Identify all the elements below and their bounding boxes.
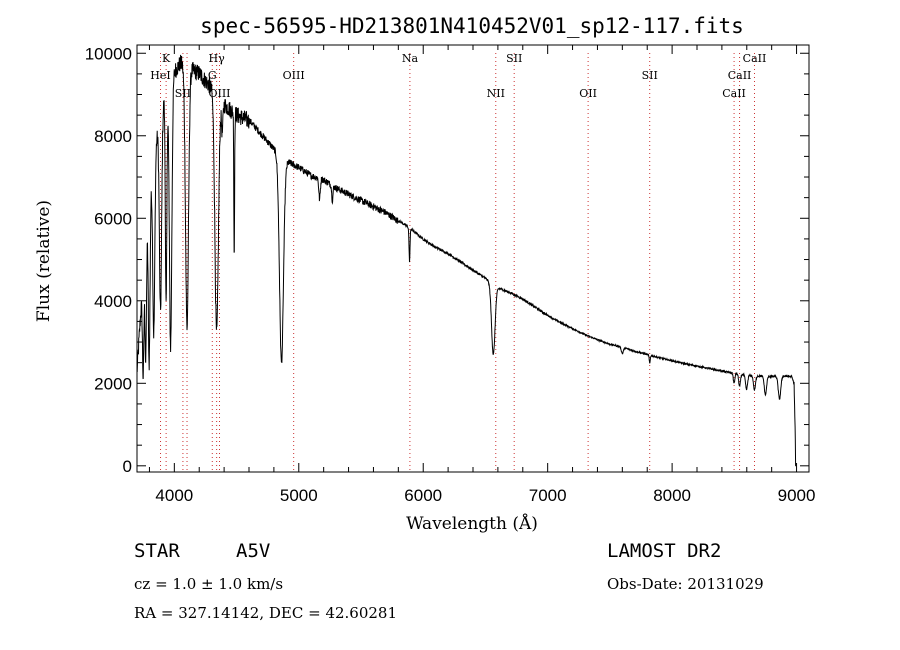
line-marker-label: Na (402, 52, 419, 65)
chart-title: spec-56595-HD213801N410452V01_sp12-117.f… (200, 14, 744, 38)
x-tick-label: 5000 (280, 486, 318, 505)
y-tick-label: 10000 (85, 44, 132, 63)
coordinates: RA = 327.14142, DEC = 42.60281 (134, 604, 398, 622)
line-marker-label: CaII (743, 52, 767, 65)
line-marker-label: CaII (722, 87, 746, 100)
y-tick-label: 6000 (94, 209, 132, 228)
line-marker-label: G (208, 69, 217, 82)
line-marker-label: K (162, 52, 171, 65)
line-marker-label: Hγ (209, 52, 226, 65)
redshift-value: cz = 1.0 ± 1.0 km/s (134, 575, 284, 593)
line-marker-label: SII (175, 87, 191, 100)
line-marker-label: SII (642, 69, 658, 82)
y-axis-ticks: 0 2000 4000 6000 8000 10000 (85, 44, 809, 476)
line-marker-label: SII (506, 52, 522, 65)
x-tick-label: 9000 (778, 486, 816, 505)
object-type: STAR (134, 540, 180, 562)
x-tick-label: 4000 (155, 486, 193, 505)
line-marker-guides (160, 53, 755, 472)
spectral-subclass: A5V (236, 540, 271, 562)
x-axis-ticks: 4000 5000 6000 7000 8000 9000 (148, 45, 816, 505)
line-marker-label: OIII (208, 87, 230, 100)
observation-date: Obs-Date: 20131029 (607, 575, 764, 593)
x-tick-label: 8000 (653, 486, 691, 505)
y-tick-label: 8000 (94, 127, 132, 146)
line-marker-label: OII (579, 87, 597, 100)
y-axis-label: Flux (relative) (34, 200, 54, 322)
line-marker-label: NII (487, 87, 505, 100)
line-marker-label: OIII (283, 69, 305, 82)
survey-name: LAMOST DR2 (607, 540, 722, 562)
line-marker-label: HeI (150, 69, 170, 82)
line-marker-label: CaII (728, 69, 752, 82)
y-tick-label: 4000 (94, 292, 132, 311)
x-tick-label: 7000 (529, 486, 567, 505)
line-marker-labels: K HeI SII Hγ G OIII OIII Na SII NII OII SII CaII CaII… (150, 52, 766, 100)
x-axis-label: Wavelength (Å) (406, 513, 538, 534)
x-tick-label: 6000 (404, 486, 442, 505)
spectrum-line (136, 54, 797, 467)
y-tick-label: 2000 (94, 374, 132, 393)
y-tick-label: 0 (123, 457, 132, 476)
spectrum-chart: spec-56595-HD213801N410452V01_sp12-117.f… (34, 14, 816, 534)
